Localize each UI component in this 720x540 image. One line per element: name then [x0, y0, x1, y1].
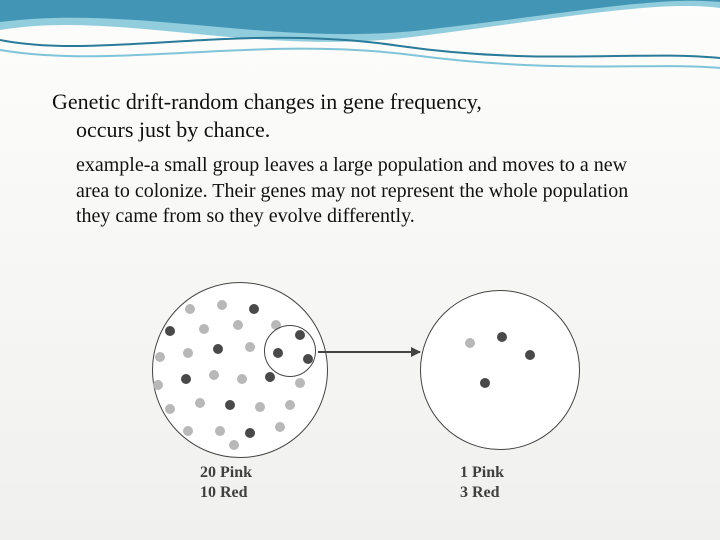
- right-population-circle: [420, 290, 580, 450]
- red-dot: [480, 378, 490, 388]
- pink-dot: [295, 378, 305, 388]
- red-dot: [497, 332, 507, 342]
- pink-dot: [215, 426, 225, 436]
- red-dot: [181, 374, 191, 384]
- red-dot: [225, 400, 235, 410]
- pink-dot: [255, 402, 265, 412]
- pink-dot: [209, 370, 219, 380]
- pink-dot: [285, 400, 295, 410]
- pink-dot: [153, 380, 163, 390]
- pink-dot: [165, 404, 175, 414]
- red-dot: [525, 350, 535, 360]
- red-dot: [249, 304, 259, 314]
- pink-dot: [183, 426, 193, 436]
- header-wave-decoration: [0, 0, 720, 90]
- example-paragraph: example-a small group leaves a large pop…: [52, 153, 660, 230]
- sample-subgroup-circle: [264, 325, 316, 377]
- slide-text-content: Genetic drift-random changes in gene fre…: [52, 88, 660, 230]
- pink-dot: [237, 374, 247, 384]
- pink-dot: [183, 348, 193, 358]
- pink-dot: [229, 440, 239, 450]
- genetic-drift-diagram: 20 Pink 10 Red 1 Pink 3 Red: [130, 285, 600, 505]
- pink-dot: [195, 398, 205, 408]
- heading-line-1: Genetic drift-random changes in gene fre…: [52, 89, 482, 114]
- red-dot: [165, 326, 175, 336]
- heading-line-2: occurs just by chance.: [52, 116, 660, 144]
- pink-dot: [155, 352, 165, 362]
- pink-dot: [275, 422, 285, 432]
- pink-dot: [245, 342, 255, 352]
- pink-dot: [465, 338, 475, 348]
- right-population-caption: 1 Pink 3 Red: [460, 463, 504, 503]
- pink-dot: [199, 324, 209, 334]
- red-dot: [245, 428, 255, 438]
- pink-dot: [233, 320, 243, 330]
- red-dot: [213, 344, 223, 354]
- red-dot: [265, 372, 275, 382]
- migration-arrow: [318, 351, 420, 353]
- left-population-caption: 20 Pink 10 Red: [200, 463, 252, 503]
- pink-dot: [185, 304, 195, 314]
- heading: Genetic drift-random changes in gene fre…: [52, 88, 660, 143]
- pink-dot: [217, 300, 227, 310]
